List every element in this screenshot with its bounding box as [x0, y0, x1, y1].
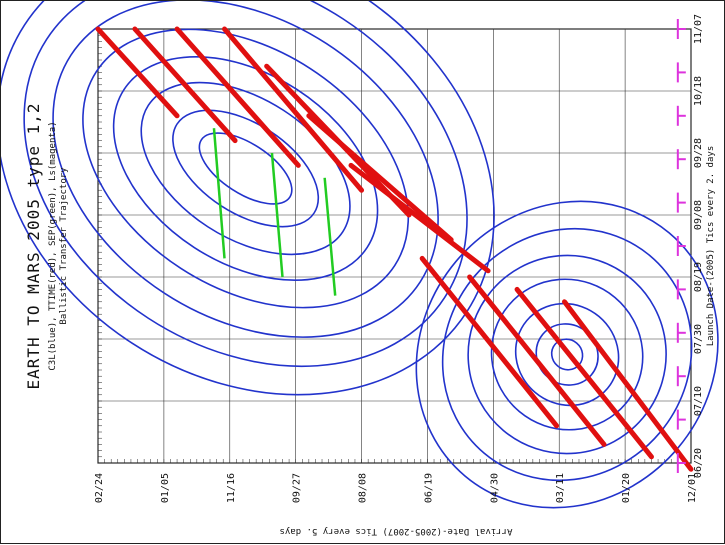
- c3l-contour: [140, 81, 351, 256]
- x-tick-label: 09/28: [693, 138, 704, 168]
- c3l-contour: [415, 200, 719, 509]
- x-axis-label: Launch Date-(2005) Tics every 2. days: [706, 146, 716, 346]
- y-tick-label: 11/16: [226, 473, 237, 503]
- sep-line: [323, 177, 337, 296]
- y-tick-label: 01/05: [160, 473, 171, 503]
- c3l-contour: [52, 1, 439, 338]
- y-tick-label: 01/20: [621, 473, 632, 503]
- grid: [97, 28, 692, 464]
- ttime-line: [222, 26, 365, 193]
- y-tick-label: 04/30: [489, 473, 500, 503]
- x-tick-label: 07/10: [693, 386, 704, 416]
- sep-line: [270, 152, 284, 278]
- x-tick-label: 06/20: [693, 448, 704, 478]
- y-tick-label: 02/24: [94, 473, 105, 503]
- y-tick-label: 09/27: [292, 473, 303, 503]
- sep-line: [212, 128, 226, 259]
- ttime-line: [174, 26, 301, 168]
- y-tick-label: 08/08: [358, 473, 369, 503]
- c3l-contour: [514, 302, 620, 407]
- y-tick-label: 06/19: [423, 473, 434, 503]
- ttime-line: [561, 299, 694, 472]
- c3l-contour: [490, 278, 644, 431]
- ttime-line: [306, 113, 454, 243]
- ttime-line: [419, 255, 560, 429]
- chart-legend: C3L(blue), TTIME(red), SEP(green), Ls(ma…: [48, 121, 58, 370]
- y-tick-label: 03/11: [555, 473, 566, 503]
- y-axis-label: Arrival Date-(2005-2007) Tics every 5. d…: [280, 526, 513, 536]
- c3l-contour: [198, 132, 293, 205]
- c3l-contour: [441, 227, 693, 482]
- c3l-contour: [82, 28, 410, 309]
- chart-subtitle: Ballistic Transfer Trajectory: [59, 167, 69, 325]
- ttime-line: [348, 162, 491, 274]
- chart-title: EARTH TO MARS 2005 type 1,2: [24, 102, 43, 389]
- ttime-line: [132, 26, 238, 144]
- x-tick-label: 10/18: [693, 76, 704, 106]
- y-tick-label: 12/01: [687, 473, 698, 503]
- x-tick-label: 11/07: [693, 14, 704, 44]
- labels-layer: 02/24 01/05 11/16 09/27 08/08 06/19 04/30 03/11…: [24, 14, 716, 536]
- ttime-line: [467, 274, 607, 447]
- x-tick-label: 09/08: [693, 200, 704, 230]
- ttime-line: [95, 26, 180, 119]
- x-tick-label: 07/30: [693, 324, 704, 354]
- c3l-contour: [112, 55, 379, 282]
- x-tick-label: 08/19: [693, 262, 704, 292]
- c3l-contour: [23, 1, 468, 368]
- c3l-contour: [467, 254, 667, 455]
- ttime-line: [514, 286, 654, 460]
